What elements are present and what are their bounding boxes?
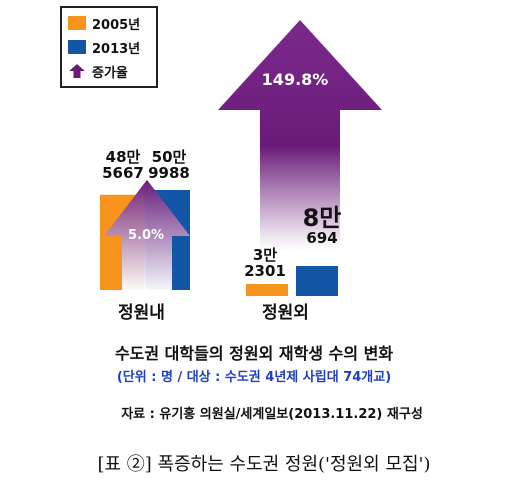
source-note: 자료 : 유기홍 의원실/세계일보(2013.11.22) 재구성 [121, 407, 423, 422]
data-label-inside-2005-l1: 48만 [105, 148, 141, 166]
data-label-outside-2013-l1: 8만 [302, 204, 342, 232]
category-label-inside: 정원내 [118, 303, 165, 323]
chart-title: 수도권 대학들의 정원외 재학생 수의 변화 [114, 344, 394, 363]
legend-swatch-2013 [68, 40, 86, 54]
legend-item-2013: 2013년 [68, 38, 141, 57]
data-label-inside-2005: 48만 5667 [98, 148, 148, 182]
data-label-inside-2013: 50만 9988 [144, 148, 194, 182]
data-label-outside-2005-l1: 3만 [252, 246, 278, 264]
legend: 2005년 2013년 증가율 [60, 6, 158, 88]
data-label-inside-2013-l2: 9988 [148, 163, 190, 182]
data-label-outside-2005-l2: 2301 [244, 261, 286, 280]
data-label-outside-2005: 3만 2301 [238, 246, 292, 280]
growth-label-inside: 5.0% [127, 228, 165, 243]
growth-arrow-inside-overlay [104, 180, 190, 290]
legend-item-2005: 2005년 [68, 14, 141, 33]
bar-outside-2013 [296, 266, 338, 296]
category-label-outside: 정원외 [262, 303, 309, 323]
data-label-outside-2013: 8만 694 [292, 204, 352, 248]
growth-label-outside: 149.8% [261, 70, 329, 89]
legend-label-2013: 2013년 [92, 41, 141, 57]
data-label-inside-2005-l2: 5667 [102, 163, 144, 182]
data-label-outside-2013-l2: 694 [306, 229, 338, 248]
bar-outside-2005 [246, 283, 288, 296]
up-arrow-icon [69, 64, 85, 78]
legend-item-growth: 증가율 [68, 62, 128, 81]
legend-swatch-2005 [68, 16, 86, 30]
data-label-inside-2013-l1: 50만 [151, 148, 187, 166]
growth-arrow-outside [218, 20, 382, 250]
legend-label-growth: 증가율 [92, 65, 128, 81]
table-caption: [표 ②] 폭증하는 수도권 정원('정원외 모집') [97, 454, 431, 475]
legend-label-2005: 2005년 [92, 17, 141, 33]
unit-note: (단위 : 명 / 대상 : 수도권 4년제 사립대 74개교) [116, 370, 392, 385]
